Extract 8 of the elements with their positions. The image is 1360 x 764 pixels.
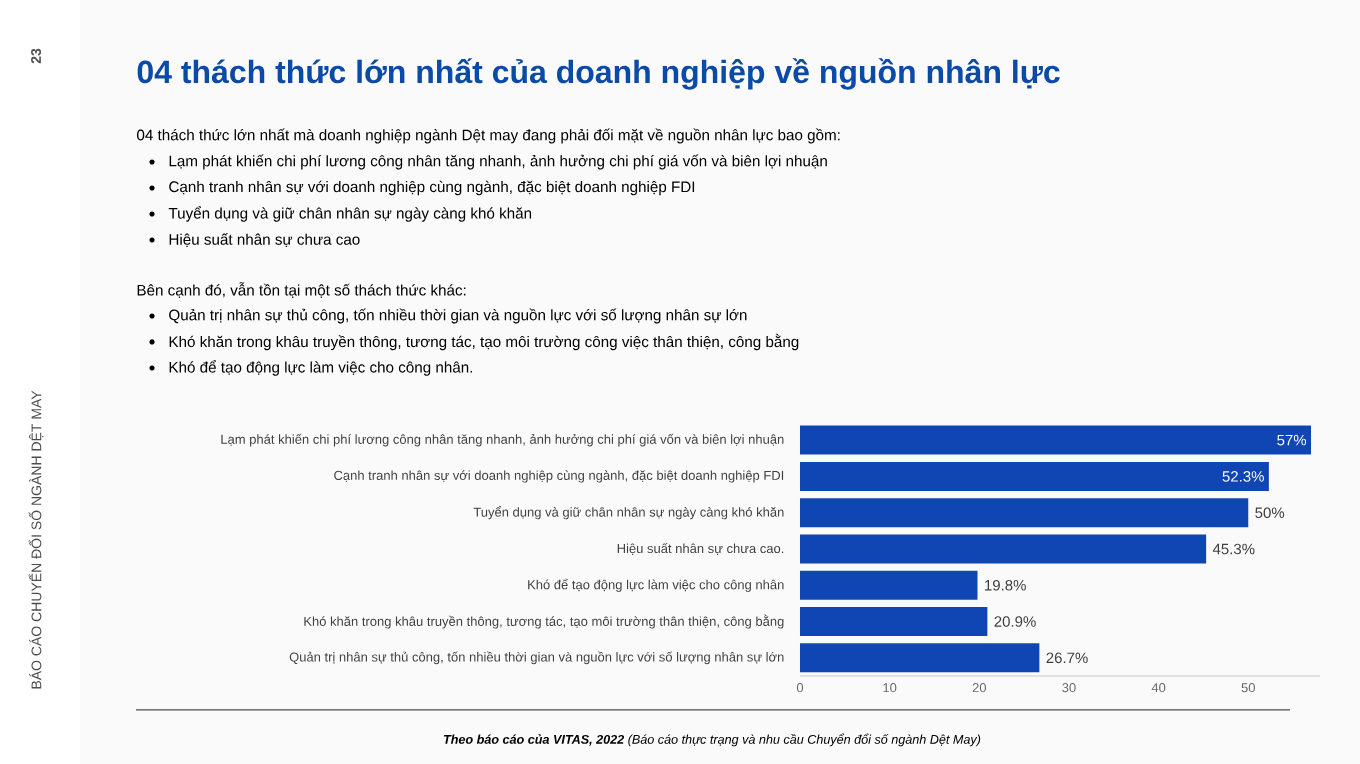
chart-title: 04 thách thức lớn nhất của doanh nghiệp về nguồn nhân lực (137, 58, 1060, 90)
bar (800, 461, 1269, 491)
bar (800, 534, 1207, 564)
bar (800, 498, 1249, 528)
bar (800, 607, 988, 637)
bar (800, 425, 1312, 455)
bar (800, 570, 978, 600)
bar (800, 643, 1040, 673)
